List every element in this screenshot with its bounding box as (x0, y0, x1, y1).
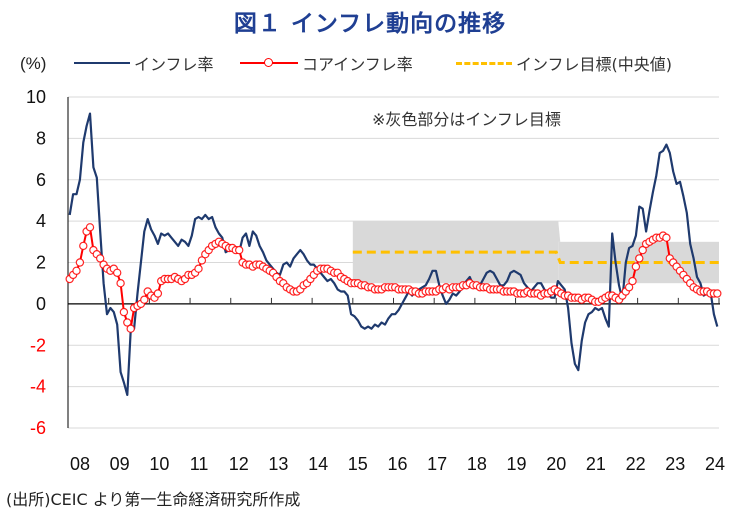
core-marker (85, 223, 95, 232)
x-tick-label: 15 (348, 454, 368, 474)
y-tick-label: 8 (36, 128, 46, 148)
y-tick-label: 0 (36, 294, 46, 314)
x-tick-label: 21 (586, 454, 606, 474)
x-tick-label: 10 (149, 454, 169, 474)
x-tick-label: 12 (229, 454, 249, 474)
legend-item-inflation: インフレ率 (74, 52, 214, 74)
core-marker (72, 266, 81, 275)
core-marker (119, 307, 129, 317)
x-tick-label: 16 (387, 454, 407, 474)
y-tick-label: 4 (36, 211, 46, 231)
x-tick-label: 08 (70, 454, 90, 474)
core-marker (75, 258, 85, 267)
legend-label-target: インフレ目標(中央値) (516, 55, 673, 74)
x-tick-label: 24 (705, 454, 725, 474)
source-note: (出所)CEIC より第一生命経済研究所作成 (6, 490, 301, 509)
legend-label-core: コアインフレ率 (302, 55, 413, 74)
legend-swatch-target (456, 56, 512, 70)
core-marker (624, 283, 634, 292)
legend-label-inflation: インフレ率 (134, 55, 214, 74)
y-tick-label: 10 (26, 87, 46, 107)
x-tick-label: 09 (110, 454, 130, 474)
legend-item-core: コアインフレ率 (240, 52, 413, 74)
core-marker (123, 318, 132, 327)
y-tick-label: 6 (36, 170, 46, 190)
core-marker (197, 256, 207, 265)
core-marker (153, 289, 163, 298)
core-marker (194, 264, 203, 273)
core-marker (116, 279, 125, 288)
x-tick-label: 14 (308, 454, 328, 474)
x-tick-label: 13 (268, 454, 288, 474)
core-marker (112, 268, 122, 277)
x-tick-label: 20 (546, 454, 566, 474)
series-line-inflation-target (352, 250, 719, 264)
legend-item-target: インフレ目標(中央値) (456, 52, 672, 74)
core-marker (631, 262, 641, 271)
legend-swatch-inflation (74, 56, 130, 70)
x-tick-label: 18 (467, 454, 487, 474)
y-tick-label: -6 (30, 418, 46, 438)
core-marker (628, 276, 637, 286)
x-tick-label: 17 (427, 454, 447, 474)
x-tick-label: 19 (507, 454, 527, 474)
y-tick-label: -4 (30, 377, 46, 397)
core-marker (662, 233, 671, 242)
x-tick-label: 11 (190, 454, 209, 474)
series-line-inflation (68, 112, 719, 396)
core-marker (234, 245, 244, 255)
x-tick-label: 23 (665, 454, 685, 474)
chart-title: 図１ インフレ動向の推移 (233, 11, 507, 37)
target-band-note: ※灰色部分はインフレ目標 (372, 110, 561, 129)
target-band-joint (556, 221, 561, 242)
x-tick-label: 22 (626, 454, 646, 474)
legend-swatch-core (240, 56, 298, 70)
core-marker (713, 289, 722, 298)
y-axis-unit-label: (%) (20, 54, 47, 73)
core-marker (638, 245, 647, 255)
core-marker (635, 254, 644, 263)
y-tick-label: -2 (30, 335, 46, 355)
core-marker (126, 324, 135, 333)
core-marker (79, 241, 88, 251)
core-marker (95, 254, 105, 263)
y-tick-label: 2 (36, 253, 46, 273)
core-marker (140, 295, 149, 304)
